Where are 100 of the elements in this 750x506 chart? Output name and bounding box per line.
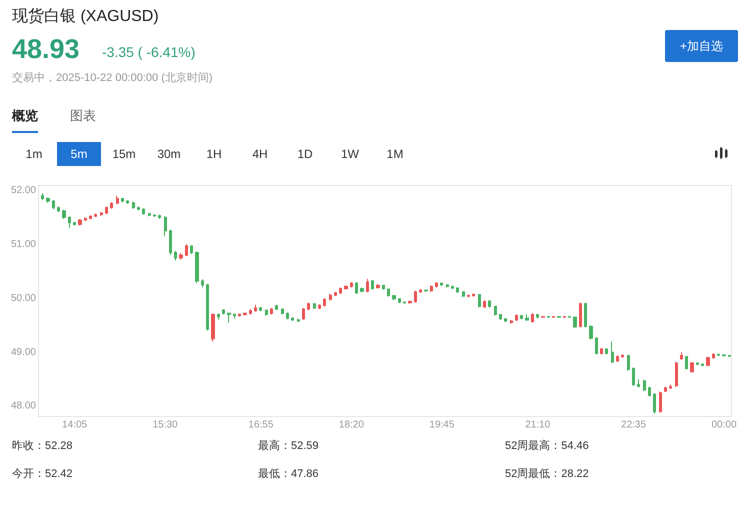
candlestick xyxy=(211,312,215,342)
candlestick xyxy=(440,282,443,286)
candlestick xyxy=(68,216,71,229)
text: 5m xyxy=(57,142,101,166)
candlestick xyxy=(116,195,119,204)
text: 交易中，2025-10-22 00:00:00 (北京时间) xyxy=(12,70,213,85)
candlestick xyxy=(318,304,321,310)
text: 概览 xyxy=(12,107,38,133)
candlestick xyxy=(611,340,614,364)
candlestick xyxy=(621,354,624,358)
candlestick xyxy=(563,316,566,318)
candlestick xyxy=(291,316,294,322)
candlestick xyxy=(84,216,87,222)
text: 1W xyxy=(340,146,360,163)
text: 30m xyxy=(156,146,182,163)
candlestick xyxy=(57,206,60,212)
candlestick xyxy=(472,292,475,298)
candlestick xyxy=(270,308,273,315)
x-tick-label: 16:55 xyxy=(248,420,274,430)
text: 昨收：52.28 xyxy=(12,439,73,453)
x-tick-label: 15:30 xyxy=(152,420,178,430)
candlestick xyxy=(722,354,726,358)
candlestick xyxy=(701,363,704,367)
candlestick xyxy=(164,216,167,237)
candlestick xyxy=(467,294,470,298)
candlestick xyxy=(201,278,204,288)
candlestick xyxy=(174,250,177,262)
candlestick xyxy=(600,347,603,355)
candlestick xyxy=(696,362,699,366)
candlestick xyxy=(302,308,305,320)
candlestick xyxy=(712,352,715,360)
candlestick xyxy=(424,289,428,292)
y-tick-label: 51.00 xyxy=(10,238,36,250)
candlestick xyxy=(541,316,545,318)
candlestick xyxy=(408,300,412,304)
candlestick xyxy=(78,218,82,226)
candlestick xyxy=(446,284,449,288)
candlestick xyxy=(158,214,161,220)
chart-title: 现货白银 (XAGUSD) xyxy=(12,7,159,27)
candlestick xyxy=(206,283,209,332)
candlestick xyxy=(579,302,582,328)
candlestick xyxy=(132,201,135,210)
candlestick xyxy=(344,284,348,290)
candlestick xyxy=(690,361,694,374)
x-tick-label: 00:00 xyxy=(712,420,737,430)
candlestick xyxy=(504,318,507,323)
candlestick xyxy=(685,356,688,370)
candlestick xyxy=(329,293,332,301)
candlestick xyxy=(249,308,252,315)
x-tick-label: 19:45 xyxy=(429,420,455,430)
candlestick xyxy=(297,318,300,323)
candlestick xyxy=(589,324,593,340)
candlestick xyxy=(499,313,502,320)
candlestick xyxy=(547,316,550,318)
candlestick xyxy=(233,312,236,320)
candlestick xyxy=(627,354,630,372)
candlestick xyxy=(494,305,497,316)
candlestick xyxy=(643,379,646,392)
candlestick xyxy=(313,302,316,310)
y-tick-label: 52.00 xyxy=(10,184,36,196)
candlestick xyxy=(73,221,76,226)
candlestick xyxy=(105,206,108,215)
candlestick xyxy=(190,244,193,255)
candlestick xyxy=(648,386,651,397)
candlestick xyxy=(281,308,284,315)
candlestick xyxy=(307,302,310,311)
candlestick xyxy=(536,313,539,319)
candlestick xyxy=(137,206,140,211)
candlestick xyxy=(100,211,103,216)
text: 图表 xyxy=(70,107,96,125)
y-tick-label: 50.00 xyxy=(10,292,36,304)
candlestick xyxy=(706,356,710,367)
candlestick xyxy=(153,214,156,218)
x-tick-label: 18:20 xyxy=(338,420,364,430)
candlestick xyxy=(573,316,577,328)
text: 1M xyxy=(386,146,404,163)
candlestick xyxy=(483,300,486,309)
candlestick xyxy=(669,384,672,390)
text: 最低：47.86 xyxy=(258,467,319,481)
text: 52周最高：54.46 xyxy=(505,438,589,453)
candlestick xyxy=(664,386,667,393)
y-tick-label: 49.00 xyxy=(10,346,36,358)
candlestick xyxy=(360,287,364,293)
candlestick xyxy=(595,336,598,355)
candlestick xyxy=(227,312,231,324)
candlestick xyxy=(605,348,608,355)
x-tick-label: 22:35 xyxy=(621,420,646,430)
text: 4H xyxy=(251,146,269,163)
candlestick xyxy=(185,244,188,257)
candlestick xyxy=(675,361,678,388)
candlestick xyxy=(52,200,55,210)
candlestick xyxy=(355,282,358,294)
candlestick xyxy=(478,293,481,308)
candlestick xyxy=(637,378,640,388)
candlestick xyxy=(451,285,454,290)
candlestick xyxy=(680,352,683,360)
candlestick xyxy=(398,298,401,304)
candlestick xyxy=(488,300,491,308)
candlestick xyxy=(382,284,385,290)
candlestick xyxy=(254,304,257,312)
